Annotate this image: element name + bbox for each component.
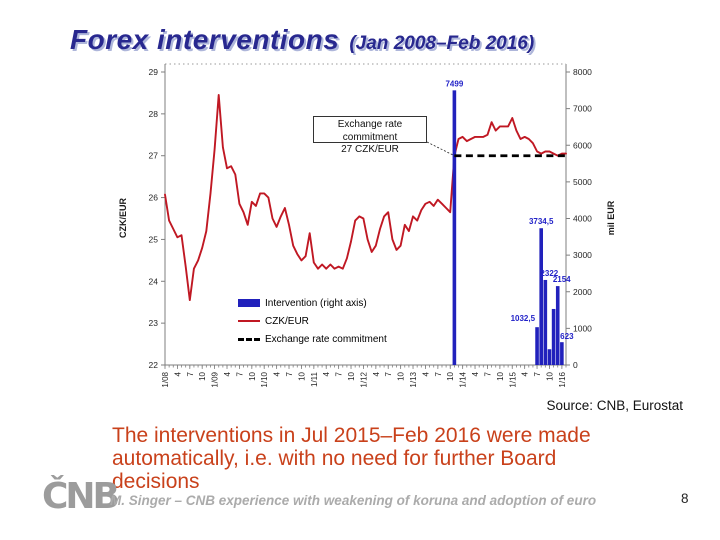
body-line-2: automatically, i.e. with no need for fur…: [112, 447, 557, 470]
svg-text:10: 10: [297, 371, 306, 380]
svg-text:4: 4: [471, 371, 480, 376]
legend-item-czkeur: CZK/EUR: [238, 312, 387, 330]
svg-text:1032,5: 1032,5: [511, 314, 536, 323]
title-date-range: (Jan 2008–Feb 2016): [349, 33, 535, 54]
legend-swatch-dash-icon: [238, 337, 260, 341]
svg-text:4: 4: [372, 371, 381, 376]
svg-text:27: 27: [149, 151, 159, 161]
svg-text:4: 4: [273, 371, 282, 376]
svg-text:26: 26: [149, 193, 159, 203]
svg-text:7499: 7499: [445, 79, 463, 88]
svg-text:4000: 4000: [573, 214, 592, 224]
page-title: Forex interventions (Jan 2008–Feb 2016): [70, 24, 534, 56]
legend-label: Exchange rate commitment: [265, 333, 387, 345]
footer-attribution: M. Singer – CNB experience with weakenin…: [110, 493, 597, 508]
svg-text:2000: 2000: [573, 287, 592, 297]
svg-text:5000: 5000: [573, 177, 592, 187]
svg-text:23: 23: [149, 318, 159, 328]
source-note: Source: CNB, Eurostat: [546, 398, 683, 413]
svg-text:24: 24: [149, 276, 159, 286]
svg-text:8000: 8000: [573, 67, 592, 77]
svg-text:1000: 1000: [573, 323, 592, 333]
chart-legend: Intervention (right axis) CZK/EUR Exchan…: [238, 294, 387, 348]
svg-text:1/14: 1/14: [459, 371, 468, 387]
svg-text:1/15: 1/15: [508, 371, 517, 387]
svg-text:10: 10: [198, 371, 207, 380]
svg-text:7: 7: [235, 371, 244, 376]
svg-text:10: 10: [446, 371, 455, 380]
callout-line1: Exchange rate commitment: [337, 119, 403, 143]
body-line-3: decisions: [112, 470, 200, 493]
svg-text:28: 28: [149, 109, 159, 119]
exchange-rate-commitment-callout: Exchange rate commitment 27 CZK/EUR: [313, 116, 427, 155]
svg-text:4: 4: [173, 371, 182, 376]
svg-text:CZK/EUR: CZK/EUR: [118, 198, 128, 238]
svg-text:1/12: 1/12: [359, 371, 368, 387]
svg-text:22: 22: [149, 360, 159, 370]
svg-text:7: 7: [533, 371, 542, 376]
legend-item-commitment: Exchange rate commitment: [238, 330, 387, 348]
svg-text:7: 7: [483, 371, 492, 376]
svg-text:29: 29: [149, 67, 159, 77]
svg-text:4: 4: [521, 371, 530, 376]
svg-text:6000: 6000: [573, 140, 592, 150]
cnb-logo: ČNB: [42, 476, 120, 517]
svg-text:7: 7: [384, 371, 393, 376]
svg-text:1/09: 1/09: [211, 371, 220, 387]
svg-text:7000: 7000: [573, 104, 592, 114]
svg-text:7: 7: [335, 371, 344, 376]
legend-label: CZK/EUR: [265, 315, 309, 327]
svg-text:4: 4: [223, 371, 232, 376]
svg-text:7: 7: [434, 371, 443, 376]
svg-text:1/10: 1/10: [260, 371, 269, 387]
svg-text:2322: 2322: [540, 269, 558, 278]
callout-line2: 27 CZK/EUR: [341, 144, 399, 155]
svg-text:3734,5: 3734,5: [529, 217, 554, 226]
body-text: The interventions in Jul 2015–Feb 2016 w…: [112, 424, 702, 493]
title-main: Forex interventions: [70, 24, 340, 55]
svg-text:10: 10: [248, 371, 257, 380]
svg-text:4: 4: [322, 371, 331, 376]
svg-text:7: 7: [186, 371, 195, 376]
svg-text:1/13: 1/13: [409, 371, 418, 387]
svg-text:0: 0: [573, 360, 578, 370]
svg-text:3000: 3000: [573, 250, 592, 260]
svg-text:10: 10: [347, 371, 356, 380]
svg-text:1/16: 1/16: [558, 371, 567, 387]
svg-text:10: 10: [397, 371, 406, 380]
svg-text:4: 4: [421, 371, 430, 376]
legend-swatch-line-icon: [238, 320, 260, 322]
svg-text:2154: 2154: [553, 275, 571, 284]
body-line-1: The interventions in Jul 2015–Feb 2016 w…: [112, 424, 591, 447]
svg-text:623: 623: [560, 332, 574, 341]
svg-text:10: 10: [496, 371, 505, 380]
legend-item-intervention: Intervention (right axis): [238, 294, 387, 312]
svg-text:mil EUR: mil EUR: [606, 200, 616, 235]
svg-text:1/11: 1/11: [310, 371, 319, 387]
svg-text:10: 10: [545, 371, 554, 380]
svg-text:25: 25: [149, 234, 159, 244]
svg-text:7: 7: [285, 371, 294, 376]
legend-label: Intervention (right axis): [265, 297, 367, 309]
forex-interventions-chart: 22 23 24 25 26 27 28 29 0 1000 2000 3000 4000 5000 600…: [110, 60, 650, 400]
chart-canvas: 22 23 24 25 26 27 28 29 0 1000 2000 3000 4000 5000 600…: [118, 63, 616, 388]
svg-text:1/08: 1/08: [161, 371, 170, 387]
page-number: 8: [681, 491, 689, 506]
legend-swatch-bar-icon: [238, 299, 260, 307]
